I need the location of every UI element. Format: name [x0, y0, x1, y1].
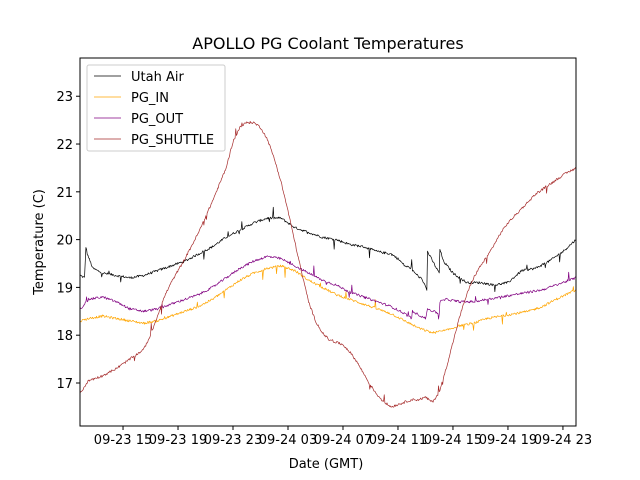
series-line-utah-air: [80, 206, 576, 293]
legend-item: PG_OUT: [94, 112, 183, 127]
y-tick-label: 18: [56, 329, 73, 344]
legend-item: Utah Air: [94, 70, 184, 85]
x-tick-label: 09-23 23: [204, 433, 262, 448]
x-tick-label: 09-24 11: [369, 433, 427, 448]
y-axis-ticks: 17 18 19 20 21 22 23: [56, 90, 80, 392]
x-tick-label: 09-24 23: [534, 433, 592, 448]
y-tick-label: 22: [56, 138, 73, 153]
y-axis-label: Temperature (C): [32, 189, 47, 296]
x-tick-label: 09-23 19: [149, 433, 207, 448]
x-axis-label: Date (GMT): [289, 457, 364, 472]
chart-title: APOLLO PG Coolant Temperatures: [192, 34, 463, 53]
x-tick-label: 09-24 03: [259, 433, 317, 448]
legend-label: PG_IN: [131, 91, 169, 106]
x-tick-label: 09-24 15: [424, 433, 482, 448]
y-tick-label: 20: [56, 234, 73, 249]
legend-label: PG_OUT: [131, 112, 183, 127]
x-tick-label: 09-24 19: [479, 433, 537, 448]
x-tick-label: 09-24 07: [314, 433, 372, 448]
legend-label: Utah Air: [131, 70, 184, 85]
legend-item: PG_IN: [94, 91, 169, 106]
legend: Utah Air PG_IN PG_OUT PG_SHUTTLE: [86, 64, 226, 152]
legend-box: [86, 64, 226, 152]
series-line-pg-in: [80, 264, 576, 334]
legend-item: PG_SHUTTLE: [94, 133, 214, 148]
series-line-pg-out: [80, 255, 576, 320]
x-tick-label: 09-23 15: [94, 433, 152, 448]
y-tick-label: 17: [56, 377, 73, 392]
legend-label: PG_SHUTTLE: [131, 133, 214, 148]
y-tick-label: 21: [56, 186, 73, 201]
plot-lines: [80, 121, 576, 408]
axes-frame: [79, 57, 577, 427]
y-tick-label: 19: [56, 281, 73, 296]
y-tick-label: 23: [56, 90, 73, 105]
series-line-pg-shuttle: [80, 121, 576, 408]
